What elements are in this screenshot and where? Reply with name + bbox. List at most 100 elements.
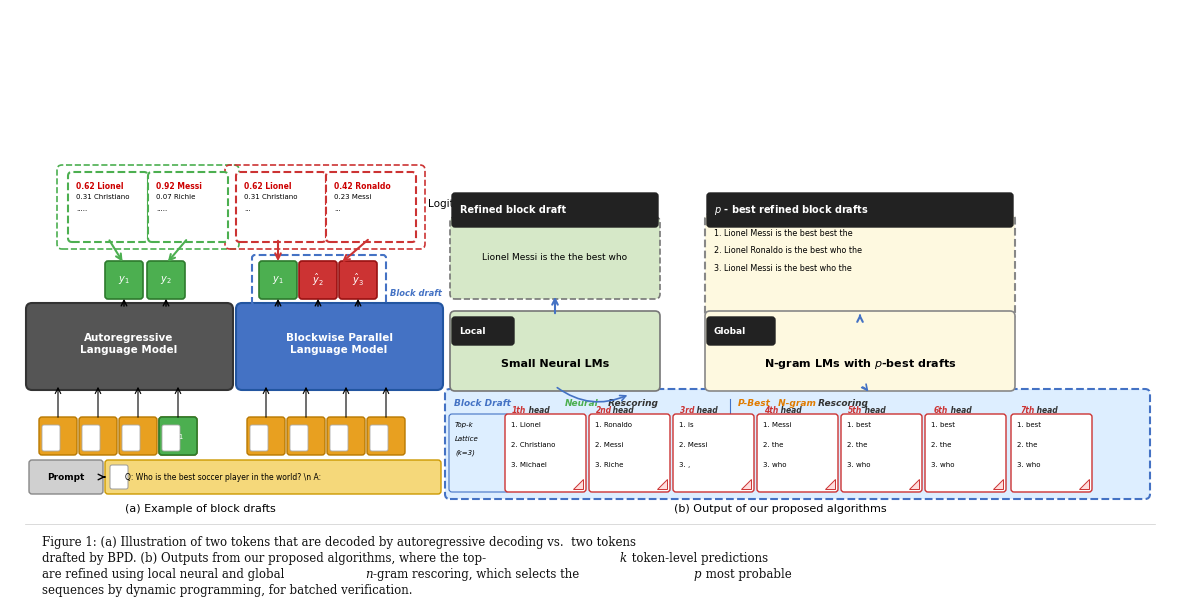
Text: 2nd: 2nd — [596, 406, 612, 415]
FancyBboxPatch shape — [79, 417, 117, 455]
Text: (k=3): (k=3) — [455, 450, 474, 457]
FancyBboxPatch shape — [1011, 414, 1092, 492]
Text: (a) Example of block drafts: (a) Example of block drafts — [125, 504, 275, 514]
Text: 3. Michael: 3. Michael — [511, 462, 546, 468]
Text: $p$ - best refined block drafts: $p$ - best refined block drafts — [714, 203, 868, 217]
FancyBboxPatch shape — [105, 460, 441, 494]
FancyBboxPatch shape — [250, 425, 268, 451]
Text: 2. the: 2. the — [847, 442, 867, 448]
Text: are refined using local neural and global: are refined using local neural and globa… — [42, 568, 288, 581]
FancyBboxPatch shape — [707, 317, 775, 345]
Text: $\hat{y}_3$: $\hat{y}_3$ — [352, 272, 363, 288]
Text: Local: Local — [459, 327, 485, 335]
Text: 1. Lionel: 1. Lionel — [511, 422, 540, 428]
Text: head: head — [948, 406, 971, 415]
Text: head: head — [610, 406, 634, 415]
Text: 2. the: 2. the — [763, 442, 784, 448]
Text: .....: ..... — [76, 206, 87, 212]
Polygon shape — [657, 479, 667, 489]
FancyBboxPatch shape — [39, 417, 77, 455]
Text: 3. who: 3. who — [847, 462, 871, 468]
Text: 3. Lionel Messi is the best who the: 3. Lionel Messi is the best who the — [714, 264, 852, 273]
FancyBboxPatch shape — [159, 417, 197, 455]
Polygon shape — [1079, 479, 1089, 489]
Text: Blockwise Parallel
Language Model: Blockwise Parallel Language Model — [286, 333, 393, 355]
Text: 2. the: 2. the — [1017, 442, 1037, 448]
Text: Lionel Messi is the the best who: Lionel Messi is the the best who — [483, 254, 628, 263]
Text: Block Draft: Block Draft — [454, 399, 511, 408]
FancyBboxPatch shape — [148, 261, 185, 299]
FancyBboxPatch shape — [26, 303, 232, 390]
Text: $\hat{y}_2$: $\hat{y}_2$ — [313, 272, 323, 288]
Text: Top-k: Top-k — [455, 422, 473, 428]
Text: 3rd: 3rd — [680, 406, 695, 415]
Text: 3. who: 3. who — [931, 462, 955, 468]
Text: 1. Ronaldo: 1. Ronaldo — [595, 422, 632, 428]
FancyBboxPatch shape — [707, 193, 1012, 227]
FancyBboxPatch shape — [445, 389, 1150, 499]
Text: Global: Global — [714, 327, 746, 335]
FancyBboxPatch shape — [42, 425, 60, 451]
Text: 1. best: 1. best — [847, 422, 871, 428]
Text: token-level predictions: token-level predictions — [628, 552, 768, 565]
FancyBboxPatch shape — [758, 414, 838, 492]
Text: Logits: Logits — [428, 199, 459, 209]
FancyBboxPatch shape — [287, 417, 325, 455]
Text: Lattice: Lattice — [455, 436, 479, 442]
FancyBboxPatch shape — [247, 417, 286, 455]
Text: 4th: 4th — [763, 406, 779, 415]
Text: 0.62 Lionel: 0.62 Lionel — [76, 182, 124, 191]
Text: 1. is: 1. is — [678, 422, 694, 428]
Text: head: head — [861, 406, 885, 415]
Text: $y_1$: $y_1$ — [118, 274, 130, 286]
Text: 2. Messi: 2. Messi — [678, 442, 707, 448]
Text: 3. ,: 3. , — [678, 462, 690, 468]
Text: $y_2$: $y_2$ — [160, 274, 172, 286]
Polygon shape — [994, 479, 1003, 489]
Text: Small Neural LMs: Small Neural LMs — [500, 359, 609, 369]
Text: Figure 1: (a) Illustration of two tokens that are decoded by autoregressive deco: Figure 1: (a) Illustration of two tokens… — [42, 536, 636, 549]
FancyBboxPatch shape — [162, 425, 181, 451]
Text: 3. who: 3. who — [763, 462, 787, 468]
Polygon shape — [573, 479, 583, 489]
Text: P-Best: P-Best — [738, 399, 771, 408]
Text: p: p — [694, 568, 701, 581]
Text: 0.42 Ronaldo: 0.42 Ronaldo — [334, 182, 391, 191]
Text: $y_1$: $y_1$ — [172, 430, 184, 442]
Text: k: k — [620, 552, 627, 565]
Text: 7th: 7th — [1020, 406, 1034, 415]
Text: 1. best: 1. best — [1017, 422, 1041, 428]
Text: 2. Christiano: 2. Christiano — [511, 442, 556, 448]
FancyBboxPatch shape — [119, 417, 157, 455]
Text: 0.07 Richie: 0.07 Richie — [156, 194, 196, 200]
Text: head: head — [778, 406, 801, 415]
FancyBboxPatch shape — [841, 414, 922, 492]
Text: 1. Messi: 1. Messi — [763, 422, 792, 428]
Text: N-gram: N-gram — [775, 399, 815, 408]
Text: 6th: 6th — [935, 406, 949, 415]
FancyBboxPatch shape — [371, 425, 388, 451]
Text: 0.31 Christiano: 0.31 Christiano — [76, 194, 130, 200]
FancyBboxPatch shape — [110, 465, 127, 489]
Text: N-gram LMs with $p$-best drafts: N-gram LMs with $p$-best drafts — [763, 357, 956, 371]
FancyBboxPatch shape — [450, 311, 660, 391]
FancyBboxPatch shape — [299, 261, 337, 299]
FancyBboxPatch shape — [673, 414, 754, 492]
Text: 2. Messi: 2. Messi — [595, 442, 623, 448]
FancyBboxPatch shape — [326, 172, 417, 242]
Text: -gram rescoring, which selects the: -gram rescoring, which selects the — [373, 568, 583, 581]
Text: 3. who: 3. who — [1017, 462, 1041, 468]
FancyBboxPatch shape — [925, 414, 1007, 492]
Text: Prompt: Prompt — [47, 472, 85, 481]
FancyBboxPatch shape — [236, 303, 442, 390]
FancyBboxPatch shape — [339, 261, 376, 299]
FancyBboxPatch shape — [122, 425, 140, 451]
Text: 1. Lionel Messi is the best best the: 1. Lionel Messi is the best best the — [714, 229, 853, 238]
Text: 5th: 5th — [848, 406, 863, 415]
FancyBboxPatch shape — [290, 425, 308, 451]
Text: 2. the: 2. the — [931, 442, 951, 448]
Text: 0.31 Christiano: 0.31 Christiano — [244, 194, 297, 200]
Text: 3. Riche: 3. Riche — [595, 462, 623, 468]
Text: ...: ... — [244, 206, 250, 212]
Text: 2. Lionel Ronaldo is the best who the: 2. Lionel Ronaldo is the best who the — [714, 246, 863, 255]
